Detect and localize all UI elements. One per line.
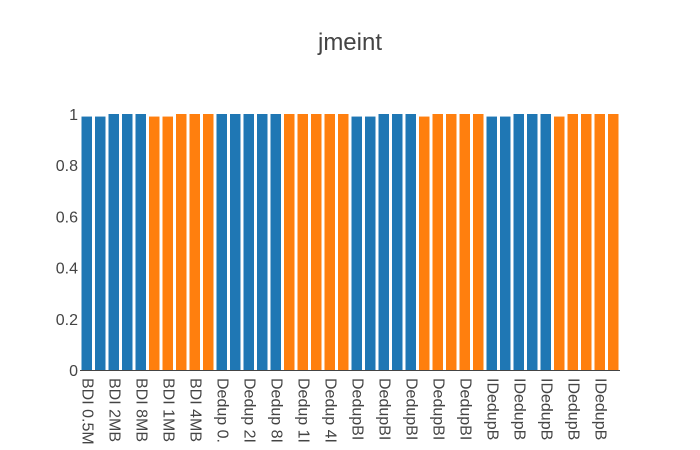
bar (351, 116, 362, 370)
bar (270, 114, 281, 370)
y-axis-ticks: 0 0.2 0.4 0.6 0.8 1 (56, 107, 78, 380)
bar (473, 114, 484, 370)
bar (324, 114, 335, 370)
x-tick-label: DedupBI (403, 378, 420, 440)
bar (230, 114, 241, 370)
x-tick-label: IDedupB (484, 378, 501, 440)
x-tick-label: Dedup 2I (241, 378, 258, 443)
bar (486, 116, 497, 370)
bar-group (81, 114, 619, 370)
x-tick-label: IDedupB (538, 378, 555, 440)
x-tick-label: BDI 2MB (106, 378, 123, 442)
bar (554, 116, 565, 370)
y-tick-label: 0.2 (56, 312, 78, 329)
chart-title: jmeint (317, 29, 382, 56)
bar (365, 116, 376, 370)
bar (567, 114, 578, 370)
bar (311, 114, 322, 370)
bar (243, 114, 254, 370)
bar (513, 114, 524, 370)
y-tick-label: 1 (69, 107, 78, 124)
bar (378, 114, 389, 370)
x-tick-label: IDedupB (592, 378, 609, 440)
bar (527, 114, 538, 370)
y-tick-label: 0 (69, 363, 78, 380)
bar (122, 114, 133, 370)
x-tick-label: Dedup 4I (322, 378, 339, 443)
bar (459, 114, 470, 370)
bar (176, 114, 187, 370)
x-tick-label: BDI 8MB (133, 378, 150, 442)
bar (500, 116, 511, 370)
bar (297, 114, 308, 370)
x-axis-ticks: BDI 0.5M BDI 2MB BDI 8MB BDI 1MB BDI 4MB Dedu… (79, 378, 609, 445)
bar (594, 114, 605, 370)
x-tick-label: DedupBI (430, 378, 447, 440)
x-tick-label: Dedup 1I (295, 378, 312, 443)
bar (189, 114, 200, 370)
x-tick-label: DedupBI (349, 378, 366, 440)
bar (405, 114, 416, 370)
x-tick-label: Dedup 0. (214, 378, 231, 443)
bar (338, 114, 349, 370)
x-tick-label: IDedupB (565, 378, 582, 440)
bar (135, 114, 146, 370)
x-tick-label: IDedupB (511, 378, 528, 440)
x-tick-label: BDI 0.5M (79, 378, 96, 445)
bar (581, 114, 592, 370)
x-tick-label: BDI 1MB (160, 378, 177, 442)
bar (81, 116, 92, 370)
bar (149, 116, 160, 370)
bar (392, 114, 403, 370)
bar (216, 114, 227, 370)
y-tick-label: 0.4 (56, 261, 78, 278)
bar (284, 114, 295, 370)
y-tick-label: 0.8 (56, 158, 78, 175)
x-tick-label: Dedup 8I (268, 378, 285, 443)
x-tick-label: DedupBI (457, 378, 474, 440)
bar (446, 114, 457, 370)
bar (432, 114, 443, 370)
bar (608, 114, 619, 370)
bar (203, 114, 214, 370)
bar (108, 114, 119, 370)
bar (95, 116, 106, 370)
x-tick-label: DedupBI (376, 378, 393, 440)
bar (419, 116, 430, 370)
bar (162, 116, 173, 370)
bar (540, 114, 551, 370)
bar (257, 114, 268, 370)
x-tick-label: BDI 4MB (187, 378, 204, 442)
y-tick-label: 0.6 (56, 209, 78, 226)
